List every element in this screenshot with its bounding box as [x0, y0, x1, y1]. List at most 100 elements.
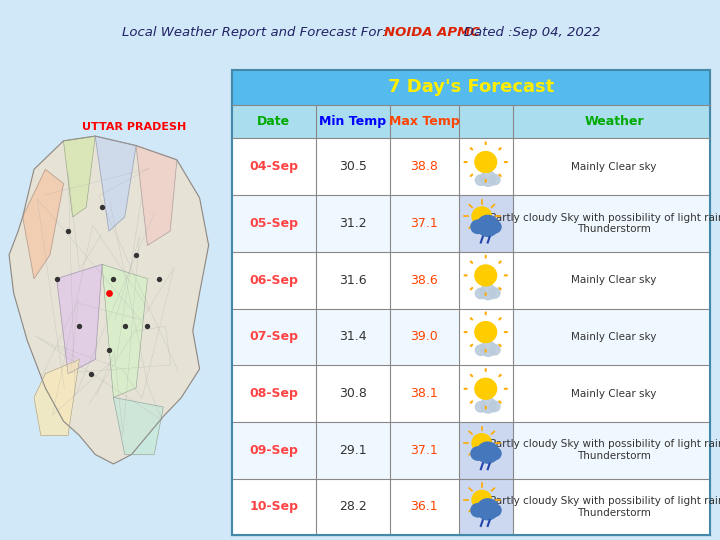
Text: 38.1: 38.1: [410, 387, 438, 400]
Circle shape: [488, 504, 501, 516]
Text: Partly cloudy Sky with possibility of light rain or
Thunderstorm: Partly cloudy Sky with possibility of li…: [490, 440, 720, 461]
Circle shape: [480, 285, 496, 300]
Text: 29.1: 29.1: [338, 444, 366, 457]
Text: 37.1: 37.1: [410, 444, 438, 457]
Text: 05-Sep: 05-Sep: [249, 217, 298, 230]
Text: 30.8: 30.8: [338, 387, 366, 400]
Text: 7 Day's Forecast: 7 Day's Forecast: [388, 78, 554, 96]
Point: [108, 274, 120, 283]
Point: [130, 251, 142, 259]
FancyBboxPatch shape: [232, 70, 710, 105]
Text: 10-Sep: 10-Sep: [249, 501, 298, 514]
Text: UTTAR PRADESH: UTTAR PRADESH: [82, 122, 186, 132]
Text: Min Temp: Min Temp: [319, 116, 386, 129]
Circle shape: [477, 215, 498, 237]
Text: Mainly Clear sky: Mainly Clear sky: [571, 162, 657, 172]
Circle shape: [480, 341, 496, 356]
FancyBboxPatch shape: [459, 195, 513, 252]
Text: 37.1: 37.1: [410, 217, 438, 230]
Circle shape: [489, 288, 500, 298]
Circle shape: [489, 174, 500, 185]
Circle shape: [471, 504, 485, 517]
Text: Weather: Weather: [584, 116, 644, 129]
FancyBboxPatch shape: [232, 422, 710, 478]
Point: [73, 322, 85, 330]
Text: Date: Date: [257, 116, 290, 129]
Circle shape: [480, 171, 496, 186]
Circle shape: [475, 152, 497, 172]
Point: [103, 288, 114, 297]
Text: Partly cloudy Sky with possibility of light rain or
Thunderstorm: Partly cloudy Sky with possibility of li…: [490, 496, 720, 518]
Text: Dated :Sep 04, 2022: Dated :Sep 04, 2022: [451, 26, 600, 39]
Circle shape: [475, 379, 497, 399]
Circle shape: [488, 221, 501, 233]
Circle shape: [472, 490, 492, 509]
Text: Mainly Clear sky: Mainly Clear sky: [571, 332, 657, 342]
Text: NOIDA APMC: NOIDA APMC: [384, 26, 480, 39]
Text: 38.6: 38.6: [410, 274, 438, 287]
Circle shape: [471, 220, 485, 233]
Point: [103, 346, 114, 354]
Circle shape: [471, 447, 485, 460]
Text: Partly cloudy Sky with possibility of light rain or
Thunderstorm: Partly cloudy Sky with possibility of li…: [490, 213, 720, 234]
Circle shape: [475, 265, 497, 286]
Text: 09-Sep: 09-Sep: [249, 444, 298, 457]
Polygon shape: [63, 136, 95, 217]
Point: [63, 227, 74, 235]
Text: 31.6: 31.6: [338, 274, 366, 287]
Polygon shape: [136, 146, 177, 245]
Circle shape: [472, 434, 492, 453]
FancyBboxPatch shape: [232, 478, 710, 535]
Point: [119, 322, 130, 330]
Text: Mainly Clear sky: Mainly Clear sky: [571, 389, 657, 399]
Text: 06-Sep: 06-Sep: [249, 274, 298, 287]
FancyBboxPatch shape: [459, 138, 513, 195]
Point: [85, 369, 96, 378]
Circle shape: [475, 345, 486, 355]
FancyBboxPatch shape: [232, 138, 710, 195]
Polygon shape: [34, 360, 79, 435]
Text: 07-Sep: 07-Sep: [249, 330, 298, 343]
Point: [51, 274, 63, 283]
FancyBboxPatch shape: [232, 365, 710, 422]
Circle shape: [475, 288, 486, 299]
Circle shape: [477, 442, 498, 463]
FancyBboxPatch shape: [232, 252, 710, 308]
Circle shape: [489, 345, 500, 355]
Circle shape: [475, 175, 486, 185]
Circle shape: [489, 401, 500, 411]
Circle shape: [477, 499, 498, 519]
Text: 08-Sep: 08-Sep: [249, 387, 298, 400]
Circle shape: [475, 402, 486, 412]
FancyBboxPatch shape: [459, 422, 513, 478]
Point: [96, 203, 108, 212]
Point: [142, 322, 153, 330]
FancyBboxPatch shape: [232, 105, 710, 138]
Polygon shape: [57, 265, 102, 374]
Text: Max Temp: Max Temp: [389, 116, 459, 129]
Circle shape: [488, 447, 501, 460]
FancyBboxPatch shape: [232, 75, 710, 535]
FancyBboxPatch shape: [232, 195, 710, 252]
FancyBboxPatch shape: [459, 365, 513, 422]
Text: 39.0: 39.0: [410, 330, 438, 343]
Text: 31.2: 31.2: [338, 217, 366, 230]
Polygon shape: [114, 397, 163, 455]
Circle shape: [472, 207, 492, 226]
FancyBboxPatch shape: [459, 478, 513, 535]
Text: 28.2: 28.2: [338, 501, 366, 514]
Text: 30.5: 30.5: [338, 160, 366, 173]
Polygon shape: [95, 136, 136, 231]
FancyBboxPatch shape: [459, 252, 513, 308]
FancyBboxPatch shape: [459, 308, 513, 365]
Polygon shape: [102, 265, 148, 397]
Text: Mainly Clear sky: Mainly Clear sky: [571, 275, 657, 285]
Circle shape: [480, 398, 496, 413]
Text: 36.1: 36.1: [410, 501, 438, 514]
Polygon shape: [9, 136, 209, 464]
Text: 31.4: 31.4: [338, 330, 366, 343]
Point: [153, 274, 164, 283]
Text: Local Weather Report and Forecast For:: Local Weather Report and Forecast For:: [122, 26, 391, 39]
Circle shape: [475, 322, 497, 342]
FancyBboxPatch shape: [232, 308, 710, 365]
